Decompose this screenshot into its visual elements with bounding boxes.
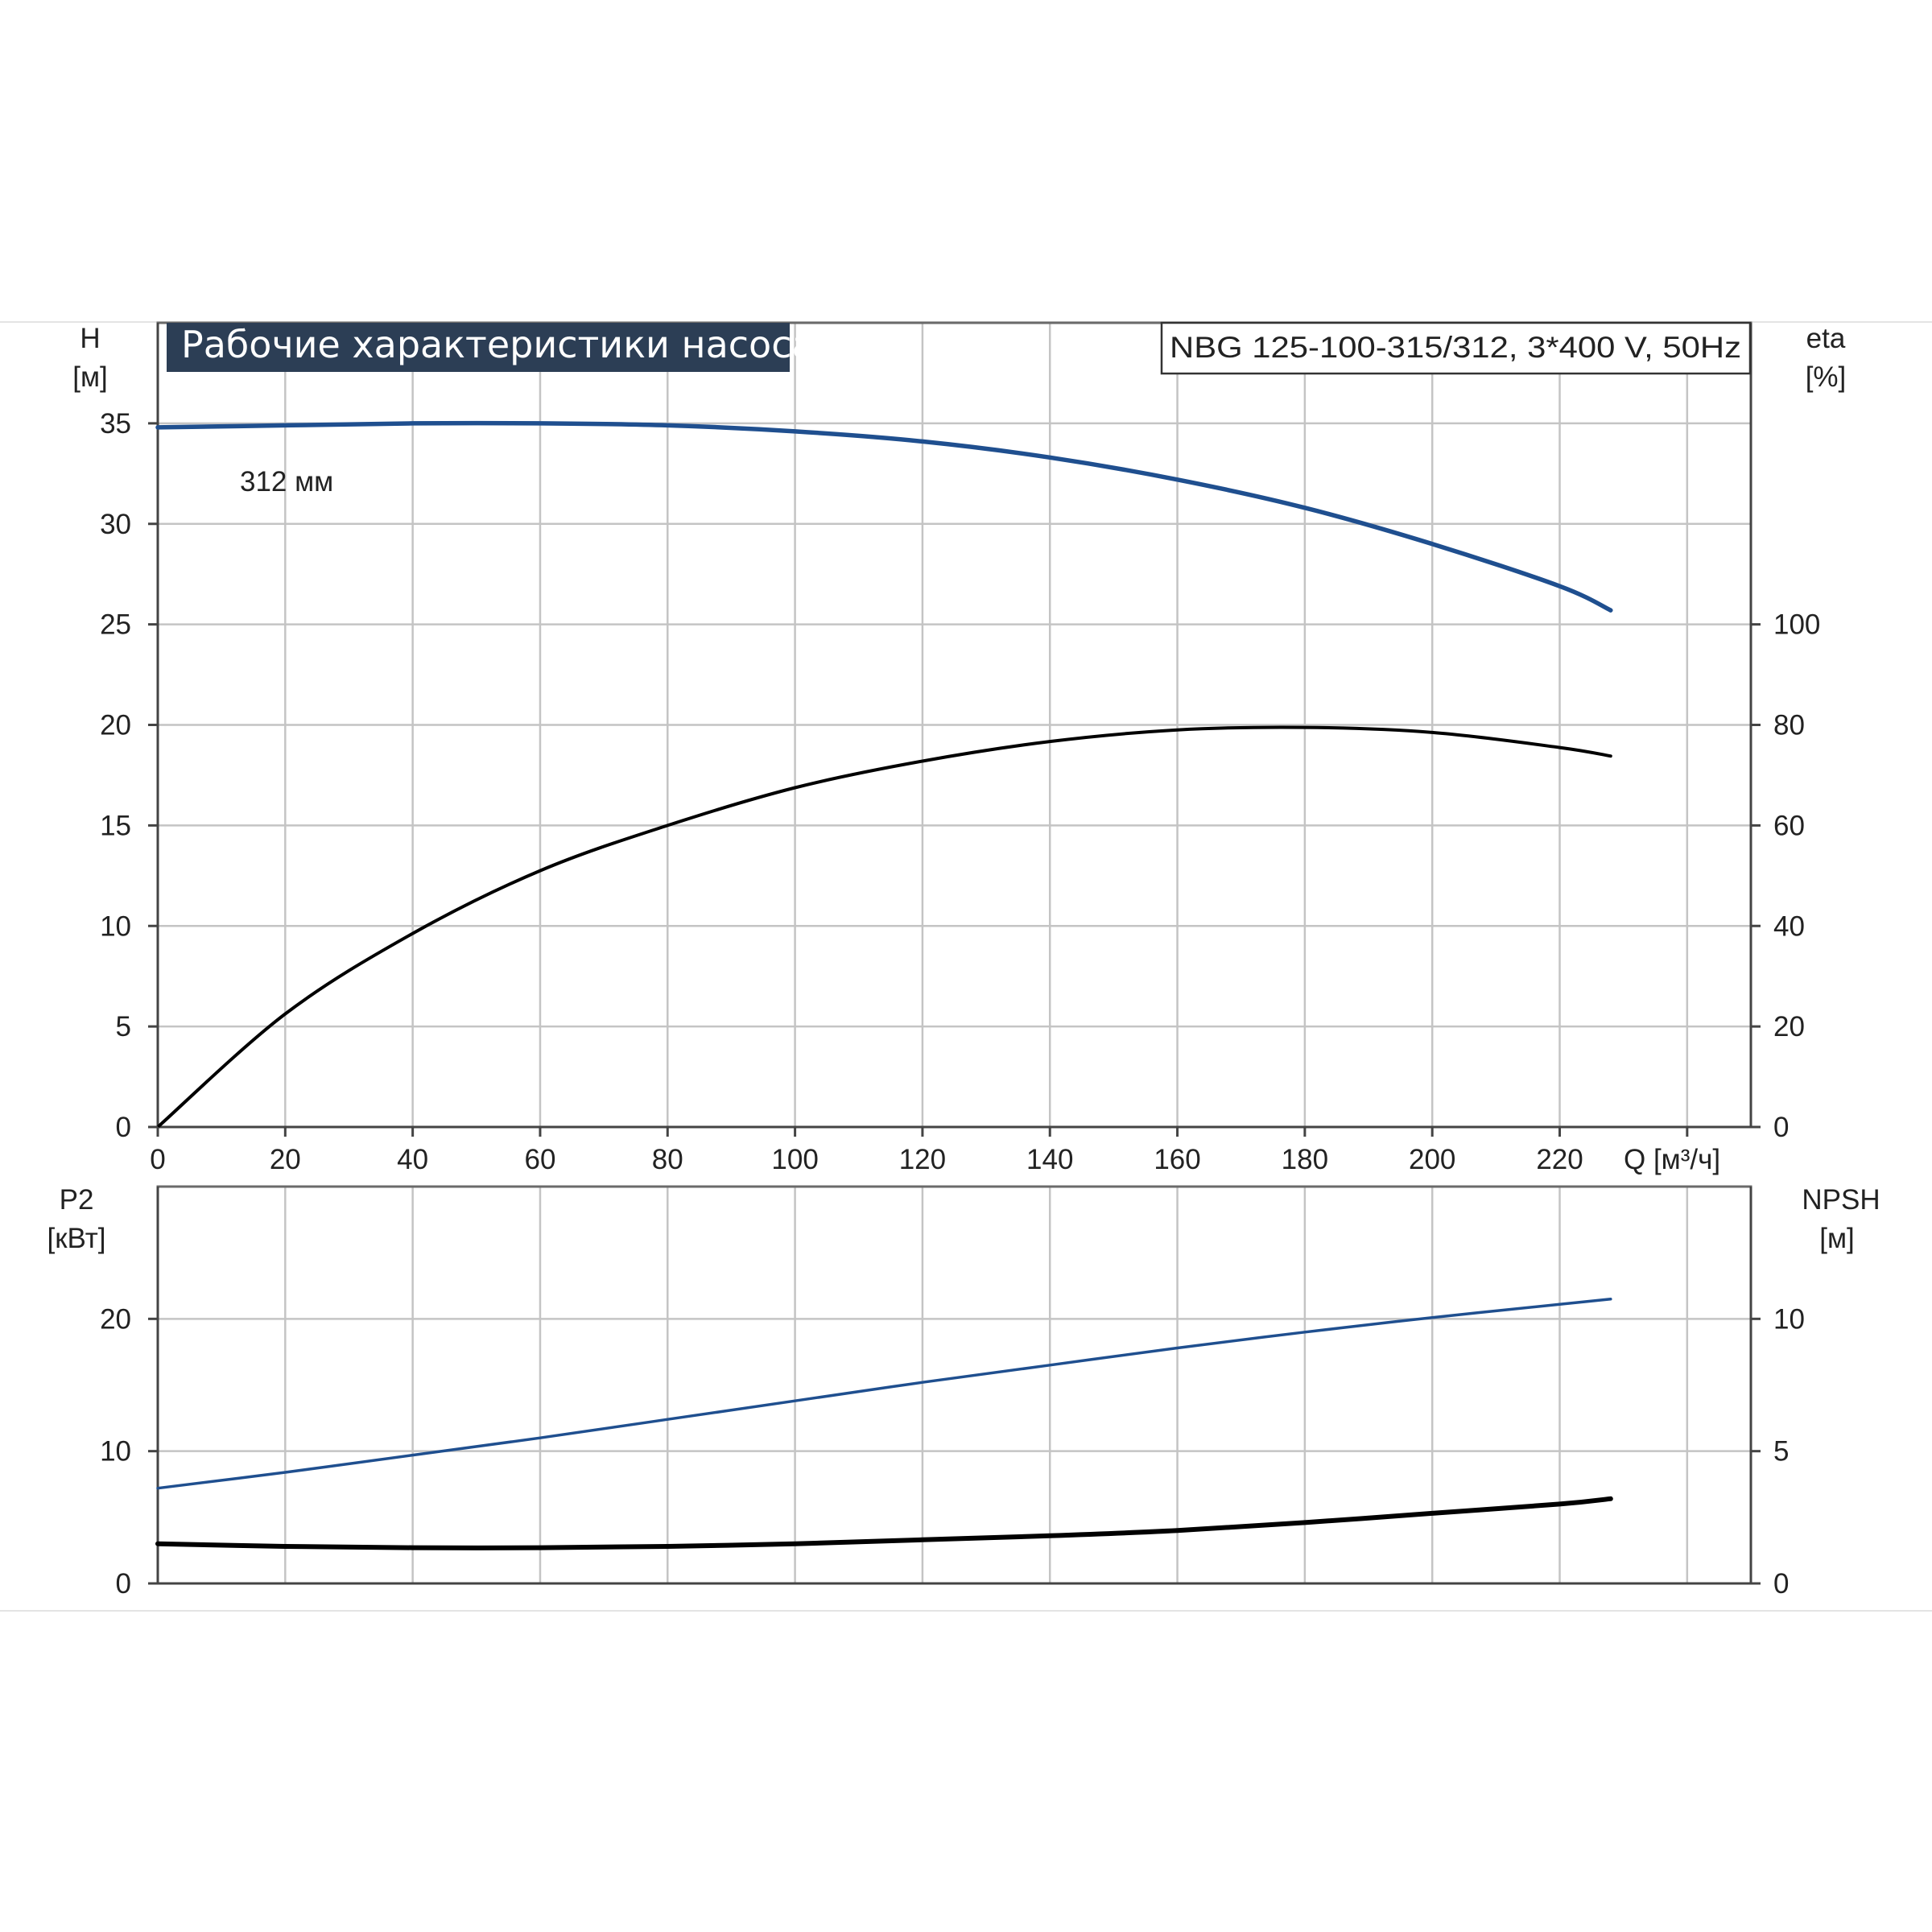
eta-tick-label: 40 (1773, 910, 1805, 942)
h-tick-label: 35 (100, 408, 131, 440)
h-tick-label: 10 (100, 910, 131, 942)
chart-title: Рабочие характеристики насоса (181, 323, 815, 366)
npsh-tick-label: 0 (1773, 1568, 1789, 1600)
p2-tick-label: 0 (116, 1568, 131, 1600)
h-axis-title: H (80, 323, 100, 354)
npsh-tick-label: 5 (1773, 1436, 1789, 1468)
npsh-curve (155, 1496, 1613, 1550)
model-label-box (1160, 321, 1752, 375)
eta-tick-label: 60 (1773, 810, 1805, 841)
eta-tick-label: 20 (1773, 1011, 1805, 1042)
eta-tick-label: 0 (1773, 1112, 1789, 1143)
grid-layer (158, 321, 1751, 1583)
q-tick-label: 80 (652, 1144, 683, 1175)
npsh-axis-title: NPSH (1802, 1184, 1880, 1216)
q-tick-label: 20 (270, 1144, 301, 1175)
eta-tick-label: 100 (1773, 609, 1820, 641)
p2-axis-unit: [кВт] (47, 1223, 106, 1254)
q-tick-label: 40 (397, 1144, 428, 1175)
curve-layer (155, 420, 1613, 1550)
tick-layer: 0 20 40 60 80 100 120 140 160 180 200 2200510152025… (100, 408, 1820, 1600)
title-box (167, 323, 790, 372)
q-tick-label: 160 (1154, 1144, 1200, 1175)
q-tick-label: 120 (899, 1144, 946, 1175)
power-p2-curve (156, 1297, 1612, 1490)
q-tick-label: 220 (1536, 1144, 1583, 1175)
eta-axis-title: eta (1806, 323, 1846, 354)
q-tick-label: 200 (1409, 1144, 1455, 1175)
q-tick-label: 0 (150, 1144, 165, 1175)
q-tick-label: 100 (771, 1144, 818, 1175)
p2-tick-label: 20 (100, 1303, 131, 1335)
model-label: NBG 125-100-315/312, 3*400 V, 50Hz (1170, 331, 1741, 364)
q-tick-label: 60 (524, 1144, 555, 1175)
p2-tick-label: 10 (100, 1436, 131, 1468)
q-tick-label: 140 (1026, 1144, 1073, 1175)
eta-axis-unit: [%] (1806, 361, 1847, 393)
p2-axis-title: P2 (60, 1184, 94, 1216)
h-tick-label: 5 (116, 1011, 131, 1042)
q-tick-label: 180 (1282, 1144, 1328, 1175)
h-tick-label: 15 (100, 810, 131, 841)
efficiency-curve (156, 725, 1612, 1129)
q-axis-title: Q [м³/ч] (1624, 1144, 1720, 1175)
curve-label-312mm: 312 мм (240, 466, 333, 497)
h-tick-label: 25 (100, 609, 131, 641)
head-curve-312mm (155, 420, 1613, 613)
h-axis-unit: [м] (72, 361, 108, 393)
eta-tick-label: 80 (1773, 710, 1805, 741)
npsh-axis-unit: [м] (1819, 1223, 1855, 1254)
h-tick-label: 30 (100, 509, 131, 540)
h-tick-label: 0 (116, 1112, 131, 1143)
npsh-tick-label: 10 (1773, 1303, 1805, 1335)
h-tick-label: 20 (100, 710, 131, 741)
